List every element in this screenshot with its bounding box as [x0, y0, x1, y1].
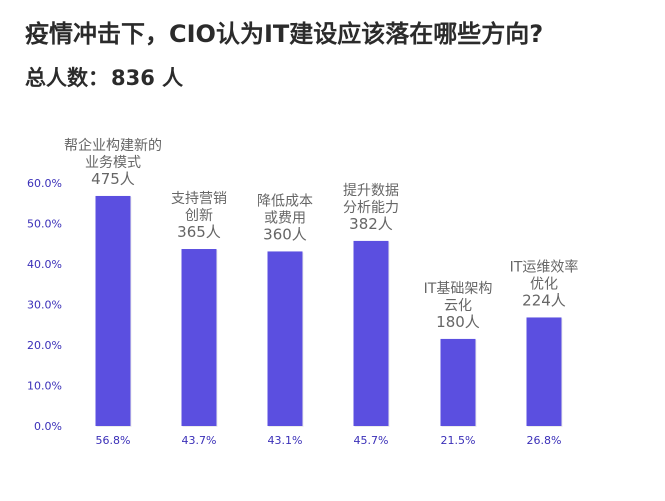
category-label: 支持营销: [171, 191, 227, 207]
y-tick-label: 10.0%: [27, 380, 62, 393]
value-label: 43.7%: [182, 434, 217, 447]
count-label: 224人: [522, 291, 566, 309]
value-label: 45.7%: [354, 434, 389, 447]
category-label: 分析能力: [343, 200, 399, 216]
category-label: IT运维效率: [510, 258, 579, 275]
y-tick-label: 0.0%: [34, 420, 62, 433]
count-label: 365人: [177, 223, 221, 241]
category-label: 优化: [530, 276, 558, 292]
category-label: 提升数据: [343, 183, 399, 199]
category-label: 帮企业构建新的: [64, 137, 162, 154]
total-label: 总人数：: [25, 66, 109, 90]
bar: [440, 338, 476, 426]
count-label: 382人: [349, 215, 393, 233]
count-label: 475人: [91, 170, 135, 188]
category-label: 云化: [444, 298, 472, 314]
category-label: 降低成本: [257, 193, 313, 209]
bar: [526, 317, 562, 426]
bar: [353, 240, 389, 426]
chart-title: 疫情冲击下，CIO认为IT建设应该落在哪些方向?: [25, 20, 544, 48]
total-respondents: 总人数：836 人: [25, 62, 185, 92]
count-label: 360人: [263, 225, 307, 243]
value-label: 26.8%: [527, 434, 562, 447]
bar: [95, 195, 131, 426]
y-tick-label: 30.0%: [27, 299, 62, 312]
value-label: 21.5%: [441, 434, 476, 447]
category-label: 业务模式: [85, 155, 141, 171]
bar: [267, 251, 303, 426]
y-tick-label: 50.0%: [27, 218, 62, 231]
y-tick-label: 20.0%: [27, 339, 62, 352]
y-tick-label: 60.0%: [27, 177, 62, 190]
bar: [181, 249, 217, 426]
total-value: 836 人: [111, 66, 184, 90]
category-label: IT基础架构: [424, 280, 493, 297]
category-label: 创新: [185, 208, 213, 224]
count-label: 180人: [436, 313, 480, 331]
value-label: 43.1%: [268, 434, 303, 447]
value-label: 56.8%: [96, 434, 131, 447]
y-tick-label: 40.0%: [27, 258, 62, 271]
category-label: 或费用: [264, 210, 306, 226]
